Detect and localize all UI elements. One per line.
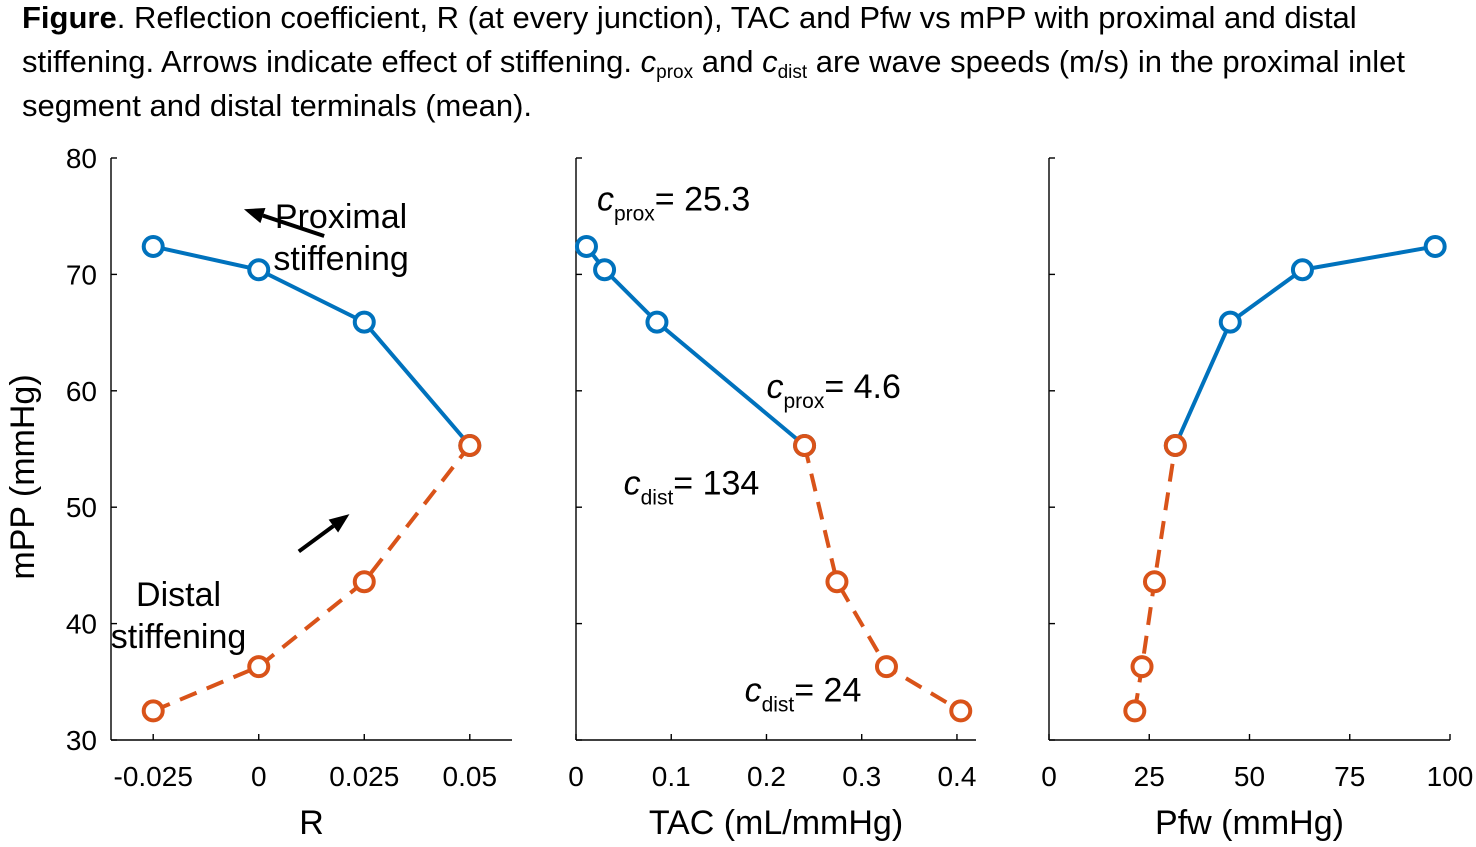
caption-symbol: c <box>640 44 657 79</box>
distal-stiffening-line <box>1132 445 1178 712</box>
distal-data-point <box>141 699 165 723</box>
wave-speed-label: cdist= 24 <box>745 672 862 717</box>
speed-symbol: c <box>624 464 641 502</box>
caption-label: Figure <box>22 0 117 35</box>
distal-data-point <box>1123 699 1147 723</box>
x-tick-label: 0.05 <box>443 761 498 792</box>
x-axis-label: R <box>299 804 324 842</box>
speed-value: = 4.6 <box>824 368 901 406</box>
y-tick-label: 40 <box>66 609 97 640</box>
proximal-data-point <box>645 310 669 334</box>
caption-symbol: c <box>762 44 778 79</box>
x-axis-label: TAC (mL/mmHg) <box>649 804 903 842</box>
speed-symbol: c <box>597 180 614 218</box>
proximal-data-point <box>352 310 376 334</box>
x-tick-label: 0.4 <box>937 761 976 792</box>
speed-symbol: c <box>766 368 783 406</box>
arrow-head <box>243 207 266 224</box>
proximal-data-point <box>1218 310 1242 334</box>
x-tick-label: -0.025 <box>114 761 193 792</box>
distal-data-point <box>1142 570 1166 594</box>
x-tick-label: 100 <box>1427 761 1474 792</box>
annotation-text: stiffening <box>273 240 408 278</box>
y-axis-label: mPP (mmHg) <box>4 374 42 579</box>
speed-subscript: prox <box>614 202 655 225</box>
caption-subscript: dist <box>777 62 808 83</box>
annotation-text: stiffening <box>111 618 246 656</box>
distal-data-point <box>949 699 973 723</box>
chart-panel-3: 0 25 50 75 100 Pfw (mmHg) <box>1041 157 1474 842</box>
wave-speed-label: cprox= 25.3 <box>597 180 750 225</box>
caption-subscript: prox <box>656 62 694 83</box>
proximal-data-point <box>593 258 617 282</box>
y-tick-label: 30 <box>66 725 97 756</box>
distal-data-point <box>247 655 271 679</box>
figure-caption: Figure. Reflection coefficient, R (at ev… <box>22 0 1462 128</box>
caption-text: . Reflection coefficient, R (at every ju… <box>22 0 1357 79</box>
proximal-data-point <box>141 234 165 258</box>
proximal-data-point <box>247 258 271 282</box>
proximal-stiffening-line <box>152 244 472 447</box>
y-tick-label: 70 <box>66 259 97 290</box>
distal-stiffening-line <box>152 444 472 713</box>
x-tick-label: 25 <box>1134 761 1165 792</box>
distal-data-point <box>352 570 376 594</box>
proximal-data-point <box>1290 258 1314 282</box>
x-tick-label: 50 <box>1234 761 1265 792</box>
speed-subscript: dist <box>641 486 674 509</box>
speed-symbol: c <box>745 672 762 710</box>
distal-data-point <box>874 655 898 679</box>
caption-text: are wave speeds (m/s) in the proximal in… <box>22 44 1405 123</box>
stiffening-arrow <box>262 213 325 238</box>
arrow-head <box>328 514 350 533</box>
distal-data-point <box>1130 655 1154 679</box>
caption-text: and <box>693 44 763 79</box>
annotation-text: Distal <box>136 576 221 614</box>
wave-speed-label: cprox= 4.6 <box>766 368 900 413</box>
x-tick-label: 0 <box>1041 761 1057 792</box>
distal-data-point <box>1163 434 1187 458</box>
distal-stiffening-line <box>802 445 962 713</box>
proximal-data-point <box>574 234 598 258</box>
wave-speed-label: cdist= 134 <box>624 464 760 509</box>
x-tick-label: 0 <box>251 761 267 792</box>
annotation-text: Proximal <box>275 198 407 236</box>
x-axis-label: Pfw (mmHg) <box>1155 804 1344 842</box>
proximal-stiffening-line <box>584 245 806 448</box>
proximal-stiffening-line <box>1173 244 1436 447</box>
distal-data-point <box>825 570 849 594</box>
speed-subscript: prox <box>783 390 824 413</box>
x-tick-label: 0.2 <box>747 761 786 792</box>
x-tick-label: 0.025 <box>329 761 399 792</box>
x-tick-label: 75 <box>1334 761 1365 792</box>
x-tick-label: 0.3 <box>842 761 881 792</box>
distal-data-point <box>793 434 817 458</box>
y-tick-label: 80 <box>66 143 97 174</box>
speed-value: = 25.3 <box>655 180 750 218</box>
x-tick-label: 0 <box>568 761 584 792</box>
proximal-data-point <box>1423 234 1447 258</box>
speed-value: = 134 <box>673 464 759 502</box>
y-tick-label: 50 <box>66 492 97 523</box>
speed-value: = 24 <box>794 672 861 710</box>
distal-data-point <box>458 434 482 458</box>
stiffening-arrow <box>297 524 335 554</box>
y-tick-label: 60 <box>66 376 97 407</box>
x-tick-label: 0.1 <box>652 761 691 792</box>
speed-subscript: dist <box>762 694 795 717</box>
